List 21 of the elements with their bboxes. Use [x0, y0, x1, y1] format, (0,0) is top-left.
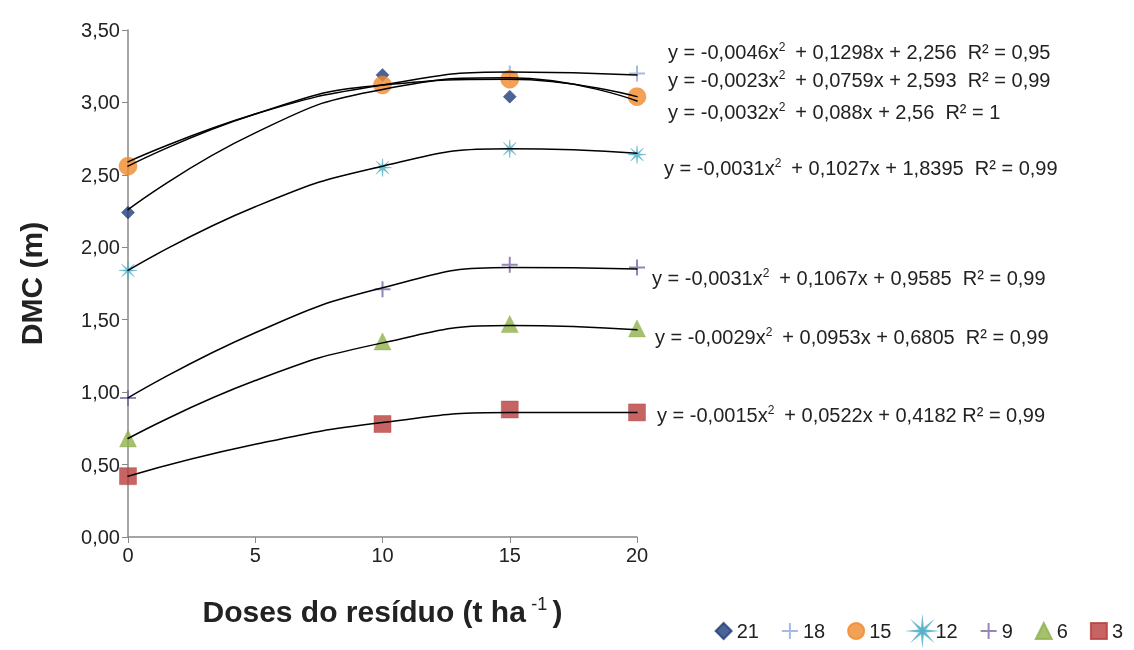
y-tick-label: 1,50 — [81, 308, 120, 331]
x-tick-label: 0 — [122, 544, 134, 566]
y-axis-title: DMC (m) — [14, 221, 48, 346]
legend-label: 9 — [1001, 620, 1013, 642]
y-tick-label: 2,00 — [81, 236, 120, 259]
x-tick-label: 5 — [249, 544, 261, 566]
legend-label: 6 — [1056, 620, 1068, 642]
legend-label: 21 — [736, 620, 759, 642]
legend-label: 3 — [1111, 620, 1123, 642]
x-tick-label: 20 — [625, 544, 649, 566]
y-tick-label: 3,00 — [81, 91, 120, 114]
legend-label: 12 — [935, 620, 958, 642]
x-tick-label: 10 — [371, 544, 394, 566]
y-tick-label: 3,50 — [81, 19, 120, 41]
legend-label: 15 — [869, 620, 892, 642]
x-tick-label: 15 — [498, 544, 521, 566]
legend-label: 18 — [802, 620, 826, 642]
y-tick-label: 0,00 — [81, 526, 120, 548]
y-tick-label: 1,00 — [81, 381, 120, 404]
y-tick-label: 2,50 — [81, 163, 120, 186]
y-tick-label: 0,50 — [81, 453, 120, 476]
